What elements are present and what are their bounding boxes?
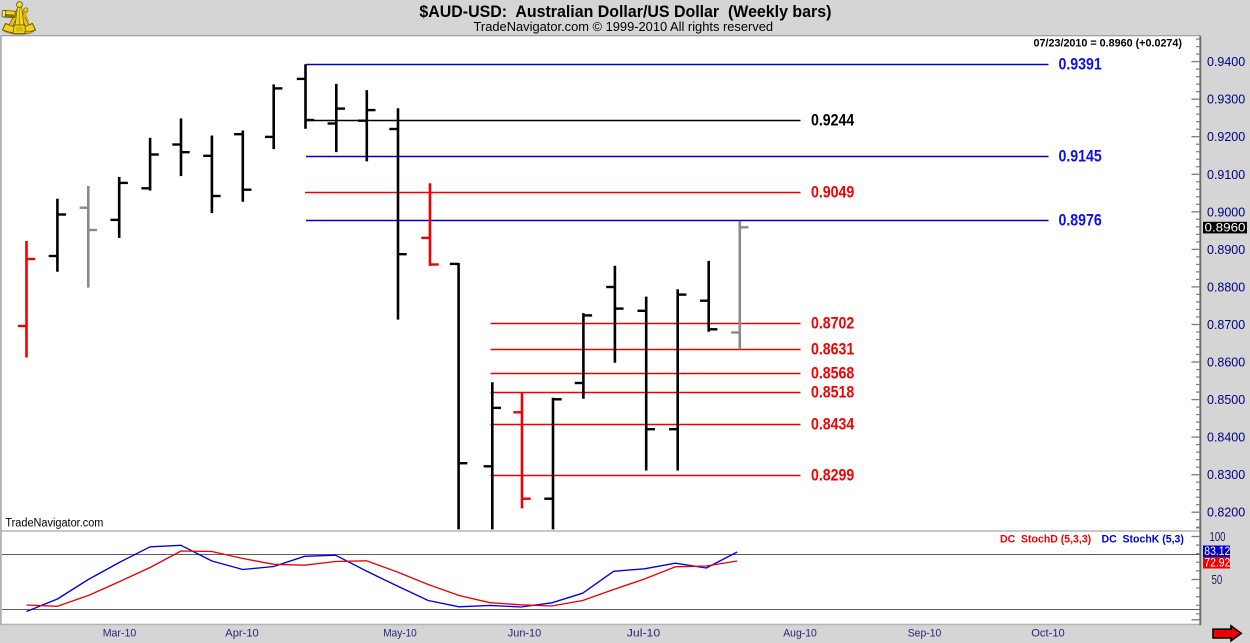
svg-text:0.8960: 0.8960 bbox=[1205, 220, 1246, 234]
svg-text:0.9244: 0.9244 bbox=[811, 112, 854, 130]
svg-text:0.9049: 0.9049 bbox=[811, 184, 854, 202]
svg-text:Jul-10: Jul-10 bbox=[627, 627, 661, 639]
svg-text:May-10: May-10 bbox=[383, 627, 417, 639]
svg-text:Sep-10: Sep-10 bbox=[908, 627, 942, 639]
svg-text:0.8702: 0.8702 bbox=[811, 315, 854, 333]
svg-text:0.9300: 0.9300 bbox=[1207, 93, 1245, 107]
svg-text:0.8200: 0.8200 bbox=[1207, 506, 1245, 520]
svg-text:TradeNavigator.com: TradeNavigator.com bbox=[5, 518, 103, 530]
svg-text:TradeNavigator.com © 1999-2010: TradeNavigator.com © 1999-2010 All right… bbox=[474, 19, 774, 34]
svg-text:0.9000: 0.9000 bbox=[1207, 205, 1245, 219]
svg-text:0.8800: 0.8800 bbox=[1207, 280, 1245, 294]
svg-text:0.8976: 0.8976 bbox=[1059, 212, 1102, 230]
svg-text:Apr-10: Apr-10 bbox=[225, 627, 259, 639]
svg-text:0.8631: 0.8631 bbox=[811, 341, 854, 359]
svg-text:83.12: 83.12 bbox=[1204, 546, 1230, 558]
svg-text:0.8434: 0.8434 bbox=[811, 416, 854, 434]
svg-text:0.9391: 0.9391 bbox=[1059, 56, 1102, 74]
svg-text:100: 100 bbox=[1210, 530, 1226, 544]
svg-text:0.8900: 0.8900 bbox=[1207, 243, 1245, 257]
svg-text:50: 50 bbox=[1212, 573, 1223, 587]
svg-text:0.9145: 0.9145 bbox=[1059, 148, 1102, 166]
svg-text:0.8568: 0.8568 bbox=[811, 365, 854, 383]
svg-text:0.9100: 0.9100 bbox=[1207, 168, 1245, 182]
svg-text:0.8518: 0.8518 bbox=[811, 384, 854, 402]
svg-text:0.9200: 0.9200 bbox=[1207, 130, 1245, 144]
svg-text:72.92: 72.92 bbox=[1204, 558, 1230, 570]
svg-text:$AUD-USD: Australian Dollar/U: $AUD-USD: Australian Dollar/US Dollar (W… bbox=[419, 3, 831, 21]
svg-text:Jun-10: Jun-10 bbox=[508, 627, 542, 639]
svg-text:DC StochK (5,3): DC StochK (5,3) bbox=[1102, 534, 1185, 546]
svg-text:Mar-10: Mar-10 bbox=[103, 627, 137, 639]
svg-text:DC StochD (5,3,3): DC StochD (5,3,3) bbox=[1000, 534, 1091, 546]
svg-text:0.8300: 0.8300 bbox=[1207, 468, 1245, 482]
svg-text:Aug-10: Aug-10 bbox=[783, 627, 817, 639]
svg-text:0.8299: 0.8299 bbox=[811, 467, 854, 485]
svg-text:0.8600: 0.8600 bbox=[1207, 356, 1245, 370]
svg-text:07/23/2010 = 0.8960 (+0.0274): 07/23/2010 = 0.8960 (+0.0274) bbox=[1034, 37, 1183, 49]
svg-text:0.9400: 0.9400 bbox=[1207, 55, 1245, 69]
svg-text:0.8500: 0.8500 bbox=[1207, 393, 1245, 407]
svg-text:0.8700: 0.8700 bbox=[1207, 318, 1245, 332]
svg-text:0.8400: 0.8400 bbox=[1207, 431, 1245, 445]
svg-text:Oct-10: Oct-10 bbox=[1031, 627, 1065, 639]
